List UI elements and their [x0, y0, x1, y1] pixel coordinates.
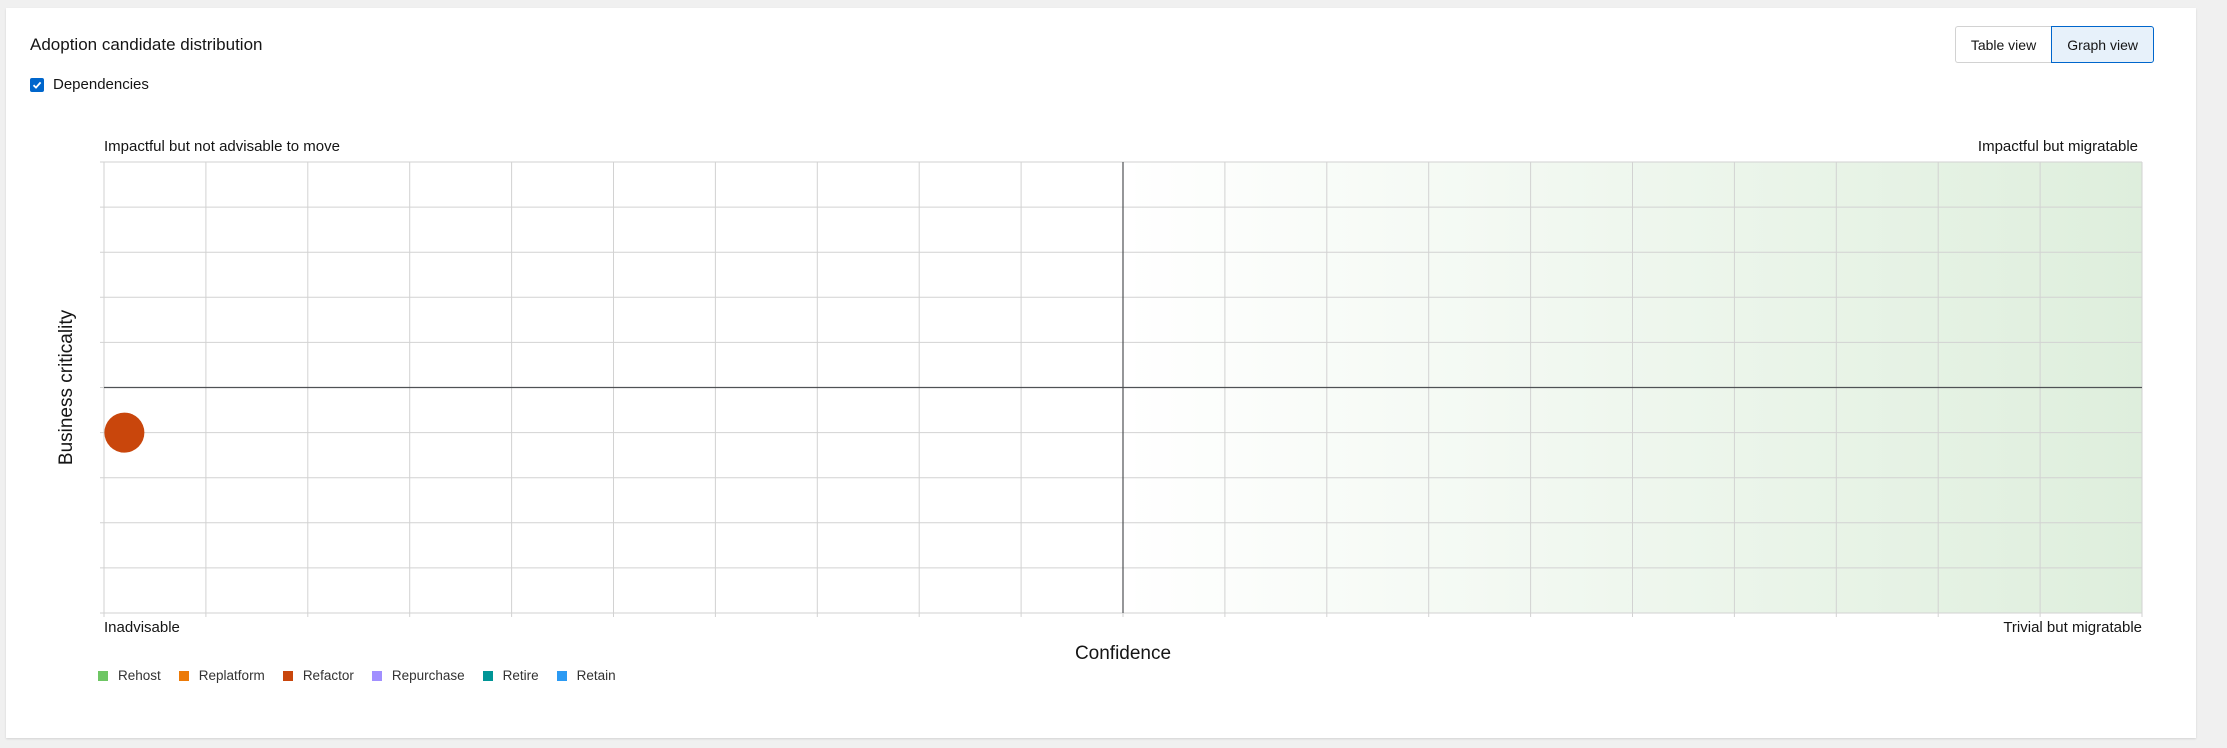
legend-label: Retire [502, 668, 539, 683]
legend-label: Repurchase [391, 668, 465, 683]
quadrant-label-top-right: Impactful but migratable [1978, 138, 2138, 155]
view-toggle-group: Table view Graph view [1954, 26, 2154, 63]
x-axis-label: Confidence [1075, 643, 1171, 664]
dependencies-label: Dependencies [53, 76, 149, 93]
legend-label: Refactor [302, 668, 354, 683]
dependencies-filter[interactable]: Dependencies [30, 76, 149, 93]
legend-item-retire: Retire [482, 668, 539, 683]
page-title: Adoption candidate distribution [30, 35, 263, 54]
legend-item-repurchase: Repurchase [371, 668, 465, 683]
chart-legend: Rehost Replatform Refactor Repurchase Retire… [98, 668, 634, 683]
legend-swatch [98, 670, 108, 681]
legend-label: Rehost [118, 668, 161, 683]
legend-item-replatform: Replatform [178, 668, 265, 683]
checkmark-icon [32, 81, 42, 89]
data-points [104, 412, 145, 453]
table-view-button[interactable]: Table view [1954, 26, 2052, 63]
legend-swatch [371, 670, 382, 681]
quadrant-label-top-left: Impactful but not advisable to move [104, 138, 340, 155]
y-axis-label: Business criticality [56, 309, 77, 465]
legend-label: Replatform [198, 668, 265, 683]
legend-swatch [282, 670, 293, 681]
legend-swatch [178, 670, 189, 681]
quadrant-label-bottom-right: Trivial but migratable [2003, 619, 2142, 636]
legend-label: Retain [576, 668, 616, 683]
dependencies-checkbox[interactable] [30, 77, 44, 92]
legend-swatch [556, 670, 567, 681]
legend-swatch [482, 670, 493, 681]
quadrant-label-bottom-left: Inadvisable [104, 619, 180, 636]
graph-view-button[interactable]: Graph view [2051, 26, 2154, 63]
legend-item-retain: Retain [556, 668, 616, 683]
legend-item-refactor: Refactor [282, 668, 354, 683]
data-point-refactor[interactable] [104, 412, 145, 453]
legend-item-rehost: Rehost [98, 668, 161, 683]
